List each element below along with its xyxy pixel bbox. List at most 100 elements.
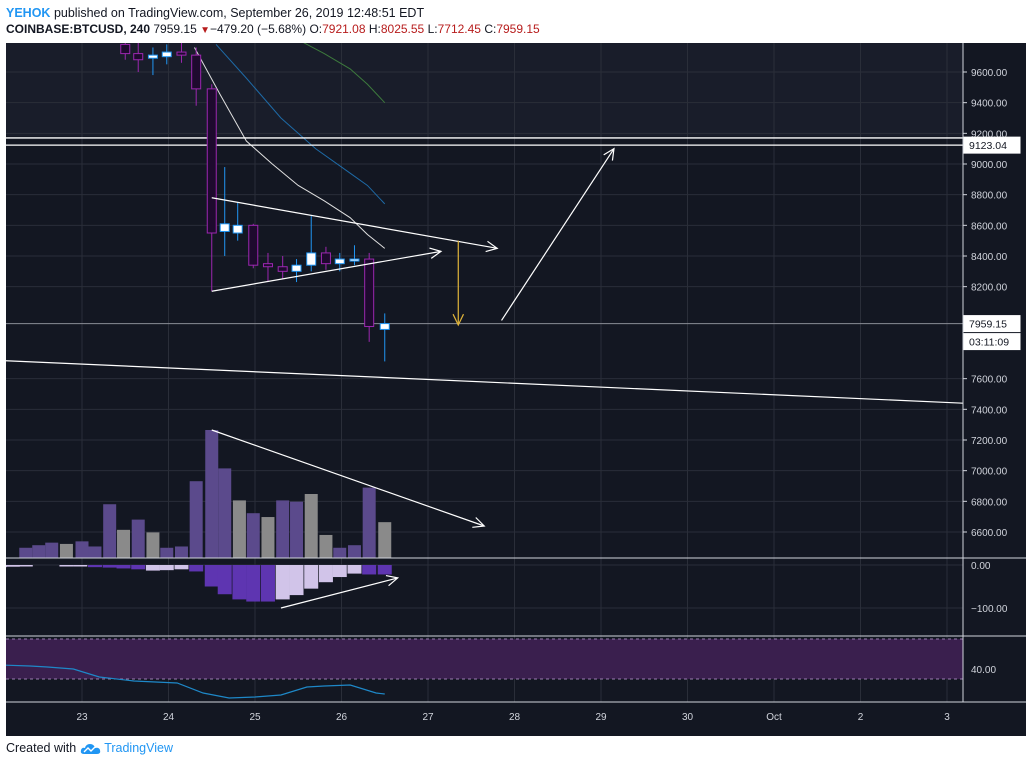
macd-bar [260,565,275,602]
rsi-line [6,664,385,699]
bar-countdown-tag-box [963,333,1021,351]
created-with-text: Created with [6,741,77,755]
y-tick-label: 9000.00 [971,160,1008,171]
bar-countdown-tag: 03:11:09 [969,337,1009,349]
volume-bar [117,529,131,558]
ohlc-legend: COINBASE:BTCUSD, 240 7959.15 ▼−479.20 (−… [6,22,540,36]
arrow-head [385,574,400,587]
macd-bar [116,565,131,569]
macd-bar [189,565,204,572]
candle-body [248,224,259,266]
volume-bar [146,532,160,558]
x-tick-label: 3 [944,712,950,723]
level-price-tag-box [963,136,1021,154]
grid [6,43,963,702]
low-label: L: [427,22,438,36]
y-tick-label: 7400.00 [971,405,1008,416]
macd-bar [59,565,74,567]
y-tick-label: 8200.00 [971,283,1008,294]
macd-bar [217,565,232,595]
candle-body [349,258,360,262]
high-label: H: [368,22,381,36]
price-tags: 9123.04 7959.15 03:11:09 [963,136,1021,351]
rsi-band [6,639,963,679]
close-value: 7959.15 [496,22,540,36]
volume-bar [75,541,89,558]
trend-line[interactable] [211,197,498,249]
rsi-pane [6,638,963,699]
last-price: 7959.15 [153,22,197,36]
down-triangle-icon: ▼ [200,25,211,36]
volume-bar [362,487,376,558]
macd-bar [232,565,247,600]
macd-bar [246,565,261,602]
horizontal-levels [6,137,963,325]
x-tick-label: 2 [858,712,864,723]
trend-line[interactable] [211,250,442,292]
author-link[interactable]: YEHOK [6,6,51,20]
y-tick-label: 8800.00 [971,191,1008,202]
open-value: 7921.08 [322,22,366,36]
candle-body [133,53,144,61]
ema-line [215,44,386,205]
tradingview-logo[interactable]: TradingView [80,741,173,755]
y-tick-label: 8600.00 [971,221,1008,232]
y-tick-label: 6600.00 [971,528,1008,539]
volume-bar [232,500,246,558]
candle-body [334,258,345,265]
volume-bar [319,534,333,558]
candle-body [379,323,390,330]
trend-line[interactable] [211,429,485,527]
footer: Created with TradingView [6,741,173,755]
rsi-tick-label: 40.00 [971,665,996,676]
trend-line[interactable] [501,148,615,321]
volume-bar [189,481,203,558]
low-value: 7712.45 [437,22,481,36]
published-text: published on TradingView.com, September … [53,6,425,20]
macd-tick-label: 0.00 [971,561,991,572]
arrow-head [485,240,499,253]
y-tick-label: 7600.00 [971,375,1008,386]
publish-info: YEHOK published on TradingView.com, Sept… [6,6,424,20]
volume-bar [45,542,59,558]
price-change: −479.20 (−5.68%) [210,22,307,36]
arrow-head [429,247,443,259]
candle-body [191,54,202,90]
last-price-tag: 7959.15 [969,319,1007,331]
open-label: O: [309,22,323,36]
chart-canvas[interactable]: 23 24 25 26 27 28 29 30 Oct 2 39600.009400.009200.… [6,43,1026,736]
volume-bar [131,519,145,558]
last-price-tag-box [963,315,1021,333]
macd-bar [289,565,304,596]
macd-tick-label: −100.00 [971,604,1008,615]
candle-body [161,51,172,58]
macd-histogram [6,565,392,602]
trend-line[interactable] [280,577,398,609]
volume-bar [19,547,33,558]
macd-bar [159,565,174,571]
close-label: C: [484,22,497,36]
x-tick-label: 24 [163,712,175,723]
volume-bar [246,513,260,558]
macd-bar [174,565,189,570]
y-tick-label: 9400.00 [971,99,1008,110]
y-tick-label: 7200.00 [971,436,1008,447]
volume-bar [333,547,347,558]
y-tick-label: 6800.00 [971,497,1008,508]
macd-bar [332,565,347,578]
macd-bar [304,565,319,589]
candle-body [232,224,243,234]
macd-bar [102,565,117,568]
macd-bar [73,565,88,567]
candle-body [219,223,230,232]
level-price-tag: 9123.04 [969,140,1007,152]
volume-bar [218,468,232,558]
x-tick-label: 26 [336,712,348,723]
volume-bar [276,500,290,558]
macd-bar [275,565,290,600]
trend-line[interactable] [6,360,964,404]
volume-bar [290,501,304,558]
candle-body [364,258,375,328]
y-tick-label: 9600.00 [971,68,1008,79]
candle-body [206,88,217,234]
